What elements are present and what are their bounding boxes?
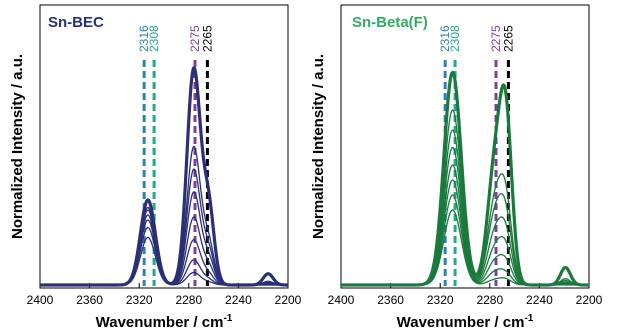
x-tick-label: 2280 [175,293,202,307]
y-axis-label: Normalized Intensity / a.u. [9,54,26,239]
x-tick-label: 2360 [76,293,103,307]
x-tick-label: 2320 [427,293,454,307]
reference-label-2308: 2308 [147,25,161,52]
reference-label-2275: 2275 [188,25,202,52]
panel-title: Sn-Beta(F) [352,14,428,31]
panel-title: Sn-BEC [48,14,104,31]
x-axis-label-superscript: -1 [524,313,533,324]
x-axis-label-text: Wavenumber / cm [397,314,525,331]
x-tick-label: 2360 [377,293,404,307]
spectrum-line-8 [340,70,590,287]
plot-frame [340,4,590,289]
x-ticks: 2400 2360 2320 2280 2240 2200 [27,283,302,307]
x-tick-label: 2400 [328,293,355,307]
x-tick-label: 2200 [576,293,603,307]
x-tick-label: 2200 [275,293,302,307]
panel-sn-bec: Sn-BEC Normalized Intensity / a.u. Waven… [9,4,302,331]
x-tick-label: 2280 [476,293,503,307]
spectra [340,70,590,287]
reference-label-2316: 2316 [137,25,151,52]
x-axis-label-superscript: -1 [223,313,232,324]
reference-label-2265: 2265 [200,25,214,52]
panel-sn-beta-f: Sn-Beta(F) Normalized Intensity / a.u. W… [310,4,603,331]
x-tick-label: 2400 [27,293,54,307]
x-ticks: 2400 2360 2320 2280 2240 2200 [328,283,603,307]
spectrum-line-8 [39,66,289,287]
spectrum-line-7 [39,145,289,286]
spectrum-line-5 [39,191,289,286]
plot-frame [39,4,289,289]
spectrum-line-6 [39,168,289,286]
reference-label-2265: 2265 [501,25,515,52]
y-axis-label: Normalized Intensity / a.u. [310,54,327,239]
reference-label-2308: 2308 [448,25,462,52]
x-axis-label: Wavenumber / cm-1 [96,313,233,331]
reference-label-2275: 2275 [489,25,503,52]
x-tick-label: 2240 [526,293,553,307]
spectra [39,66,289,287]
x-axis-label: Wavenumber / cm-1 [397,313,534,331]
x-tick-label: 2320 [126,293,153,307]
x-tick-label: 2240 [225,293,252,307]
x-axis-label-text: Wavenumber / cm [96,314,224,331]
reference-label-2316: 2316 [438,25,452,52]
